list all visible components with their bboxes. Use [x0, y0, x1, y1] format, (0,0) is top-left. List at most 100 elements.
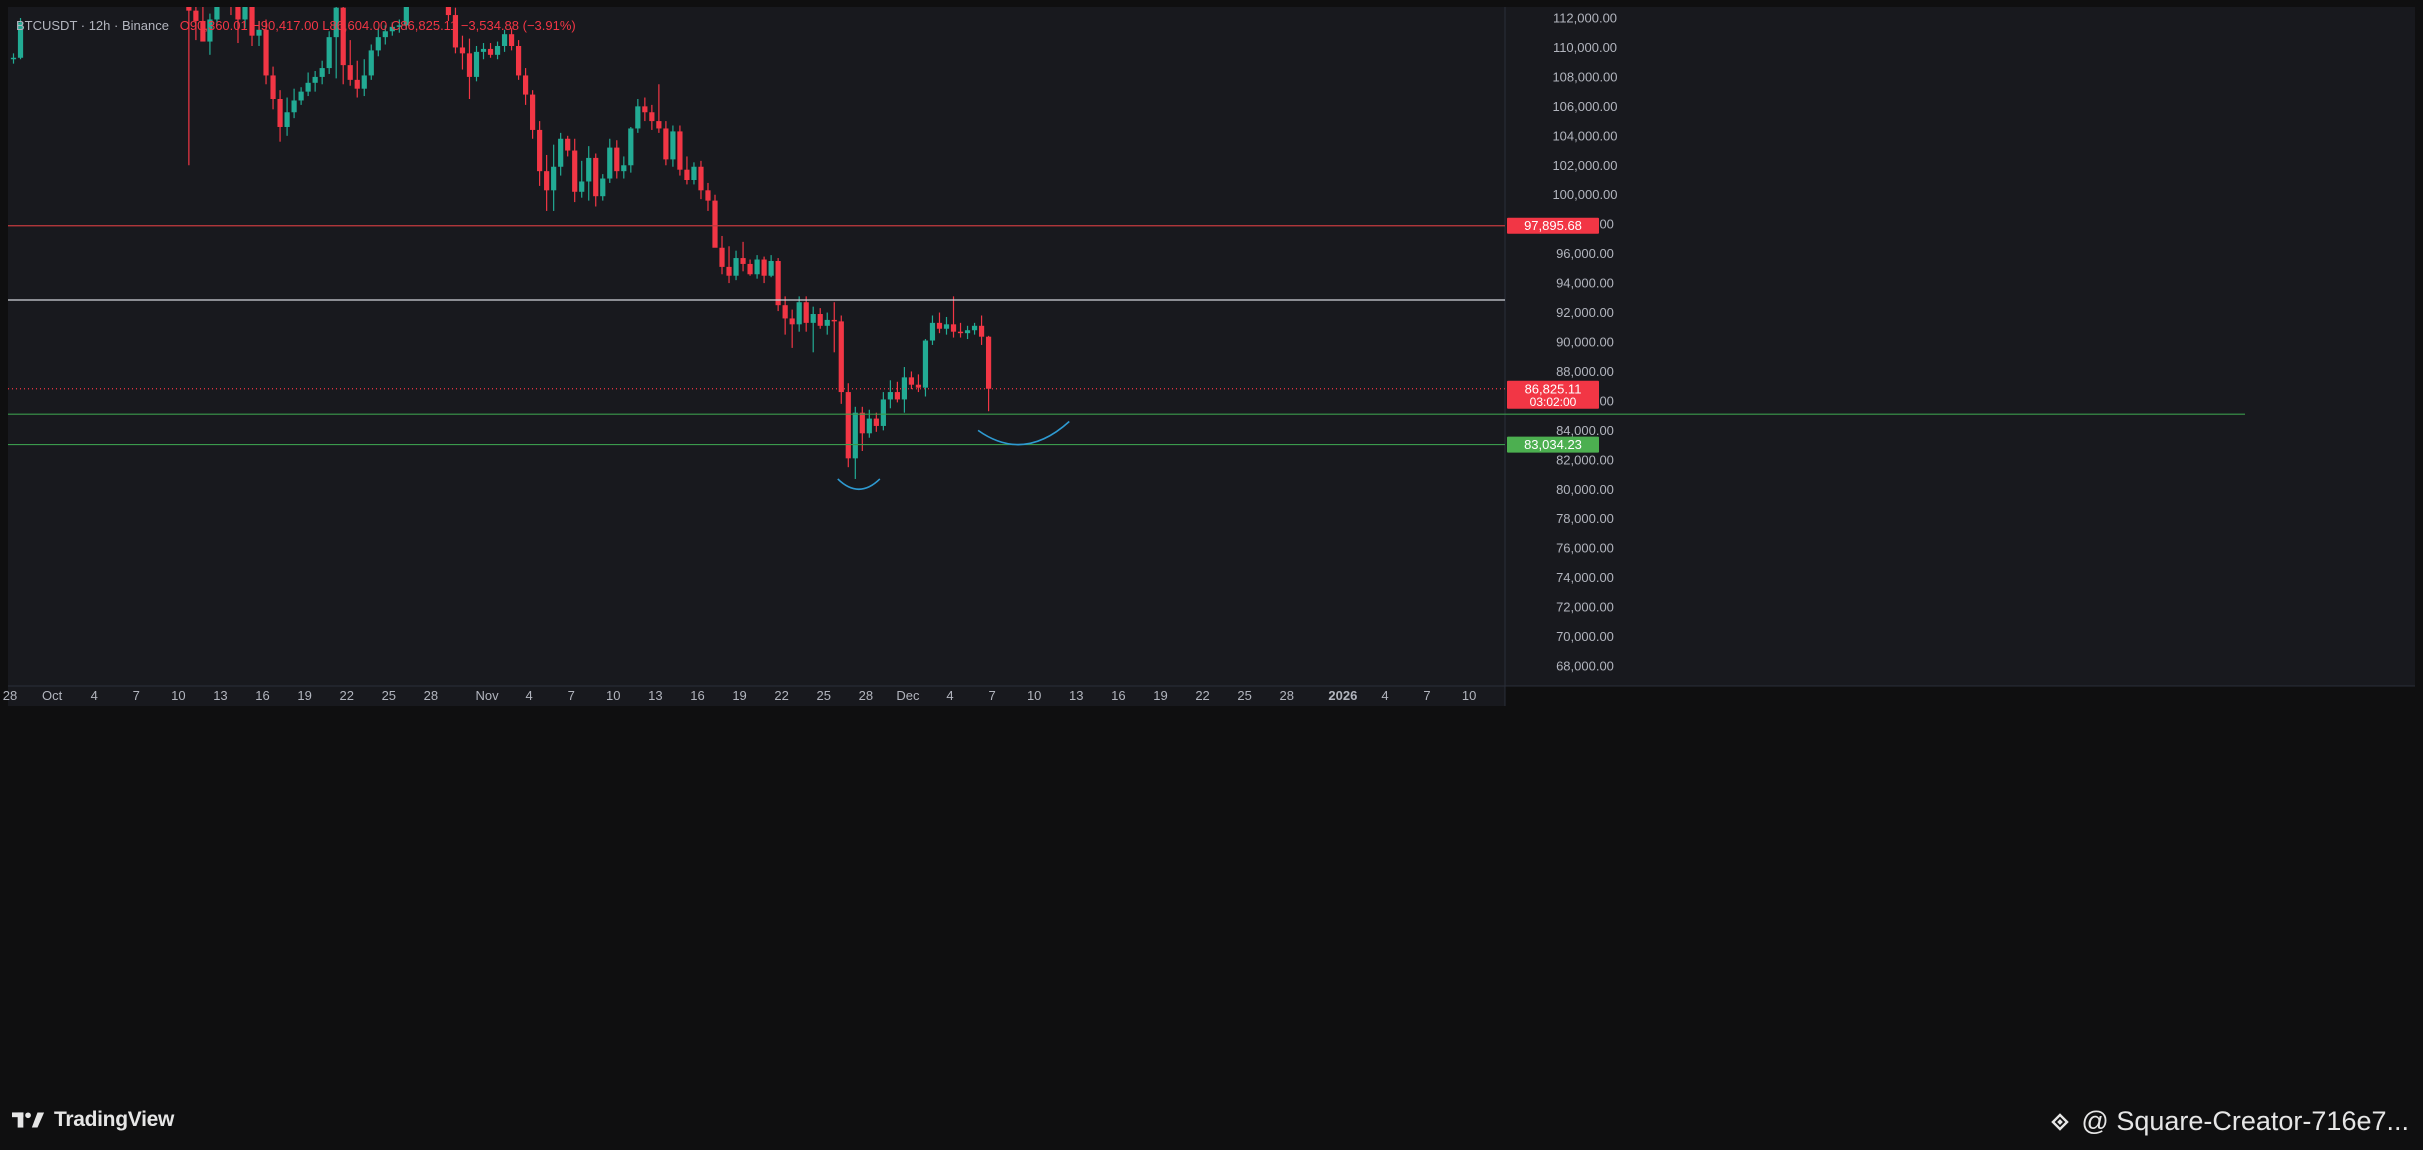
candle-up[interactable] [754, 259, 760, 275]
candle-down[interactable] [761, 259, 767, 276]
candle-down[interactable] [950, 324, 957, 332]
candle-down[interactable] [572, 150, 578, 192]
candle-down[interactable] [698, 166, 704, 191]
candle-down[interactable] [466, 53, 473, 77]
candle-down[interactable] [656, 121, 662, 129]
candle-up[interactable] [579, 181, 585, 192]
price-chart[interactable]: 68,000.00 70,000.00 72,000.00 74,000.00 76,0… [0, 0, 2423, 1092]
candle-up[interactable] [480, 48, 487, 52]
candle-down[interactable] [445, 0, 452, 16]
candle-up[interactable] [887, 392, 893, 400]
candle-up[interactable] [501, 34, 508, 46]
tradingview-logo[interactable]: TradingView [12, 1108, 174, 1132]
candle-down[interactable] [908, 377, 915, 385]
candle-down[interactable] [684, 169, 690, 180]
candle-up[interactable] [312, 76, 318, 83]
candle-down[interactable] [719, 247, 725, 267]
candle-up[interactable] [880, 399, 886, 426]
candle-up[interactable] [305, 82, 311, 92]
candle-up[interactable] [586, 157, 592, 182]
candle-up[interactable] [473, 51, 480, 77]
candle-down[interactable] [614, 147, 620, 172]
candle-down[interactable] [978, 325, 985, 337]
candle-down[interactable] [677, 131, 683, 170]
candle-down[interactable] [200, 20, 206, 42]
candle-up[interactable] [326, 37, 332, 69]
candle-up[interactable] [207, 19, 213, 42]
candle-up[interactable] [922, 340, 929, 388]
candle-down[interactable] [936, 322, 943, 329]
candle-up[interactable] [375, 37, 381, 51]
candle-down[interactable] [235, 3, 241, 20]
candle-down[interactable] [186, 0, 192, 11]
candle-down[interactable] [740, 258, 746, 264]
candle-down[interactable] [593, 157, 599, 197]
candle-up[interactable] [319, 68, 325, 77]
time-axis[interactable] [8, 686, 1505, 706]
candle-down[interactable] [831, 319, 837, 322]
candle-up[interactable] [943, 324, 950, 329]
candle-up[interactable] [382, 31, 388, 38]
candle-down[interactable] [705, 190, 711, 201]
candle-down[interactable] [270, 75, 276, 99]
candle-down[interactable] [915, 384, 922, 388]
candle-down[interactable] [726, 266, 732, 276]
candle-up[interactable] [628, 128, 634, 166]
candle-down[interactable] [663, 128, 669, 160]
candle-up[interactable] [635, 106, 641, 129]
candle-up[interactable] [298, 91, 304, 101]
candle-down[interactable] [803, 302, 809, 323]
candle-down[interactable] [747, 263, 753, 275]
candle-down[interactable] [459, 47, 466, 54]
candle-down[interactable] [537, 129, 543, 172]
candle-up[interactable] [824, 319, 830, 326]
candle-up[interactable] [929, 322, 936, 341]
candle-down[interactable] [340, 7, 346, 66]
candle-down[interactable] [859, 412, 865, 434]
candle-up[interactable] [768, 261, 774, 276]
candle-down[interactable] [193, 10, 199, 21]
candle-up[interactable] [396, 25, 402, 27]
candle-up[interactable] [242, 2, 248, 20]
candle-up[interactable] [214, 0, 220, 20]
candle-up[interactable] [796, 302, 802, 325]
candle-up[interactable] [403, 0, 409, 26]
candle-down[interactable] [649, 112, 655, 122]
candle-down[interactable] [838, 321, 844, 393]
candle-up[interactable] [368, 50, 374, 76]
candle-up[interactable] [284, 112, 290, 127]
candle-up[interactable] [389, 26, 395, 32]
candle-down[interactable] [544, 171, 550, 191]
candle-down[interactable] [845, 392, 851, 459]
candle-up[interactable] [10, 57, 17, 60]
candle-down[interactable] [642, 106, 648, 113]
candle-up[interactable] [558, 138, 564, 167]
candle-up[interactable] [971, 325, 978, 331]
candle-down[interactable] [522, 75, 529, 95]
candle-down[interactable] [277, 99, 283, 127]
candle-down[interactable] [487, 48, 494, 55]
candle-down[interactable] [508, 34, 515, 46]
price-axis[interactable] [1505, 7, 2415, 686]
candle-down[interactable] [712, 200, 718, 248]
candle-up[interactable] [291, 100, 297, 113]
candle-down[interactable] [354, 79, 360, 89]
candle-up[interactable] [670, 131, 676, 160]
candle-down[interactable] [565, 138, 571, 151]
candle-up[interactable] [691, 166, 697, 180]
annotation-arc[interactable] [977, 420, 1070, 446]
symbol-line[interactable]: BTCUSDT · 12h · Binance [16, 18, 169, 33]
candle-up[interactable] [964, 330, 971, 334]
candle-down[interactable] [985, 336, 992, 389]
candle-down[interactable] [249, 2, 255, 36]
candle-up[interactable] [621, 165, 627, 172]
candle-up[interactable] [607, 147, 613, 179]
candle-down[interactable] [817, 314, 823, 326]
annotation-arc[interactable] [837, 478, 881, 491]
candle-down[interactable] [452, 15, 459, 48]
candle-up[interactable] [866, 418, 872, 434]
candle-up[interactable] [810, 314, 816, 323]
candle-up[interactable] [600, 178, 606, 197]
candle-up[interactable] [852, 412, 858, 459]
candle-up[interactable] [494, 45, 501, 55]
